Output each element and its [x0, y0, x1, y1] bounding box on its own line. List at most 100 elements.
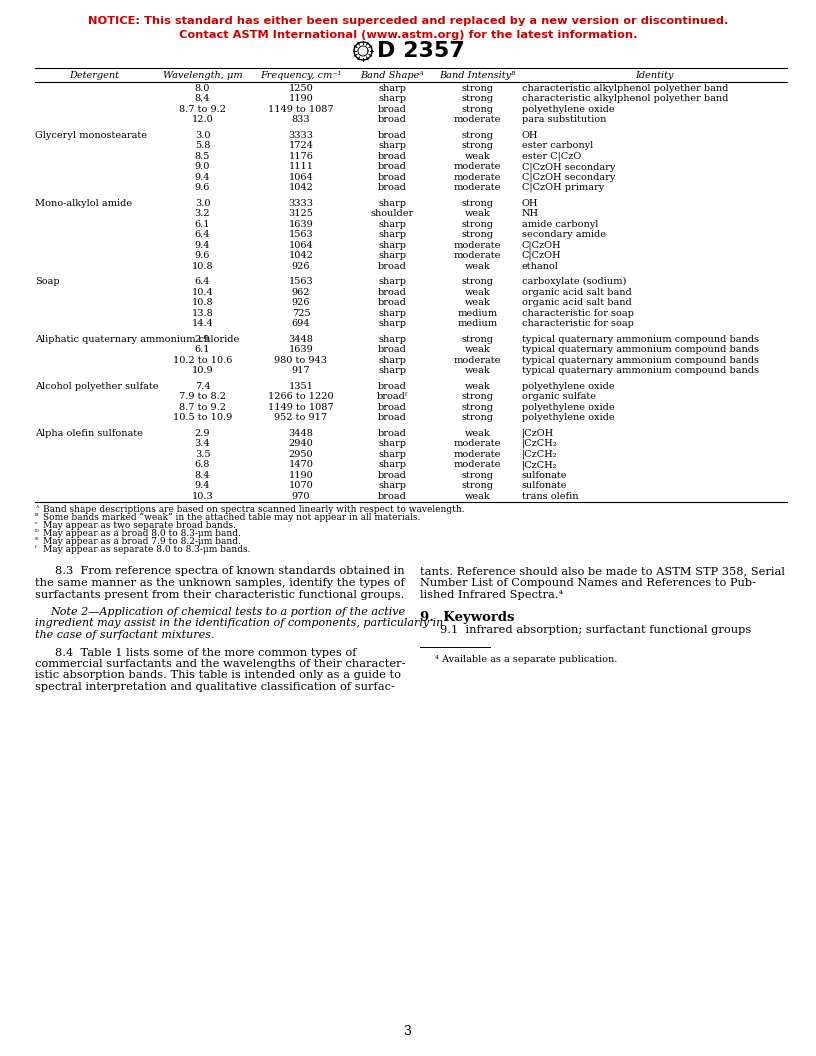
Text: Band shape descriptions are based on spectra scanned linearly with respect to wa: Band shape descriptions are based on spe…: [43, 505, 464, 513]
Text: broad: broad: [378, 471, 407, 479]
Text: strong: strong: [462, 471, 494, 479]
Text: moderate: moderate: [454, 115, 501, 125]
Text: ᴰ: ᴰ: [35, 528, 39, 536]
Text: strong: strong: [462, 131, 494, 139]
Text: 6.1: 6.1: [195, 345, 211, 354]
Text: characteristic alkylphenol polyether band: characteristic alkylphenol polyether ban…: [522, 83, 729, 93]
Text: 8.3  From reference spectra of known standards obtained in: 8.3 From reference spectra of known stan…: [55, 566, 405, 577]
Text: moderate: moderate: [454, 241, 501, 250]
Text: 3448: 3448: [289, 335, 313, 344]
Text: sharp: sharp: [379, 308, 406, 318]
Text: 1042: 1042: [289, 184, 313, 192]
Text: 12.0: 12.0: [192, 115, 213, 125]
Text: 14.4: 14.4: [192, 319, 214, 328]
Text: 3125: 3125: [289, 209, 313, 219]
Text: typical quaternary ammonium compound bands: typical quaternary ammonium compound ban…: [522, 345, 759, 354]
Text: 9.4: 9.4: [195, 173, 211, 182]
Text: 9.4: 9.4: [195, 241, 211, 250]
Text: C|CzOH: C|CzOH: [522, 251, 561, 261]
Text: medium: medium: [458, 319, 498, 328]
Text: typical quaternary ammonium compound bands: typical quaternary ammonium compound ban…: [522, 356, 759, 364]
Text: organic acid salt band: organic acid salt band: [522, 287, 632, 297]
Text: Identity: Identity: [635, 71, 674, 80]
Text: strong: strong: [462, 230, 494, 240]
Text: 1149 to 1087: 1149 to 1087: [268, 402, 334, 412]
Text: sharp: sharp: [379, 142, 406, 150]
Text: ester C|CzO: ester C|CzO: [522, 151, 581, 161]
Text: polyethylene oxide: polyethylene oxide: [522, 382, 614, 391]
Text: 6.8: 6.8: [195, 460, 211, 469]
Text: 2.9: 2.9: [195, 335, 211, 344]
Text: |CzCH₂: |CzCH₂: [522, 460, 557, 470]
Text: broad: broad: [378, 298, 407, 307]
Text: ᶜ: ᶜ: [35, 521, 38, 528]
Text: 3333: 3333: [289, 131, 313, 139]
Text: strong: strong: [462, 335, 494, 344]
Text: C|CzOH: C|CzOH: [522, 241, 561, 250]
Text: 1639: 1639: [289, 345, 313, 354]
Text: May appear as a broad 8.0 to 8.3-μm band.: May appear as a broad 8.0 to 8.3-μm band…: [43, 528, 241, 538]
Text: Detergent: Detergent: [69, 71, 119, 80]
Text: strong: strong: [462, 402, 494, 412]
Text: C|CzOH secondary: C|CzOH secondary: [522, 162, 615, 171]
Text: 1351: 1351: [289, 382, 313, 391]
Text: organic sulfate: organic sulfate: [522, 392, 596, 401]
Text: 1250: 1250: [289, 83, 313, 93]
Text: broad: broad: [378, 345, 407, 354]
Text: 2950: 2950: [289, 450, 313, 458]
Text: 1563: 1563: [289, 230, 313, 240]
Text: characteristic alkylphenol polyether band: characteristic alkylphenol polyether ban…: [522, 94, 729, 103]
Text: strong: strong: [462, 83, 494, 93]
Text: 970: 970: [292, 492, 310, 501]
Text: 8.7 to 9.2: 8.7 to 9.2: [179, 402, 226, 412]
Text: Glyceryl monostearate: Glyceryl monostearate: [35, 131, 147, 139]
Text: sharp: sharp: [379, 366, 406, 375]
Text: broad: broad: [378, 173, 407, 182]
Text: 6.1: 6.1: [195, 220, 211, 229]
Text: 1724: 1724: [289, 142, 313, 150]
Text: sharp: sharp: [379, 278, 406, 286]
Text: 8.4: 8.4: [195, 471, 211, 479]
Text: |CzCH₂: |CzCH₂: [522, 439, 557, 449]
Text: 8.0: 8.0: [195, 83, 211, 93]
Text: 833: 833: [291, 115, 310, 125]
Text: 7.9 to 8.2: 7.9 to 8.2: [179, 392, 226, 401]
Text: 10.9: 10.9: [192, 366, 213, 375]
Text: NH: NH: [522, 209, 539, 219]
Text: 962: 962: [292, 287, 310, 297]
Text: strong: strong: [462, 220, 494, 229]
Text: Wavelength, μm: Wavelength, μm: [162, 71, 242, 80]
Text: moderate: moderate: [454, 450, 501, 458]
Text: 1070: 1070: [289, 482, 313, 490]
Text: 952 to 917: 952 to 917: [274, 413, 327, 422]
Text: 926: 926: [292, 298, 310, 307]
Text: sharp: sharp: [379, 220, 406, 229]
Text: ᴮ: ᴮ: [35, 512, 38, 521]
Text: broad: broad: [378, 413, 407, 422]
Text: Some bands marked “weak” in the attached table may not appear in all materials.: Some bands marked “weak” in the attached…: [43, 512, 420, 522]
Text: weak: weak: [464, 287, 490, 297]
Text: spectral interpretation and qualitative classification of surfac-: spectral interpretation and qualitative …: [35, 682, 395, 692]
Text: strong: strong: [462, 482, 494, 490]
Text: weak: weak: [464, 492, 490, 501]
Text: istic absorption bands. This table is intended only as a guide to: istic absorption bands. This table is in…: [35, 671, 401, 680]
Text: 3: 3: [404, 1025, 412, 1038]
Text: ᴬ: ᴬ: [35, 505, 38, 512]
Text: sharp: sharp: [379, 83, 406, 93]
Text: broad: broad: [378, 131, 407, 139]
Text: 694: 694: [292, 319, 310, 328]
Text: Note 2—Application of chemical tests to a portion of the active: Note 2—Application of chemical tests to …: [50, 607, 405, 617]
Text: C|CzOH primary: C|CzOH primary: [522, 183, 605, 192]
Text: moderate: moderate: [454, 356, 501, 364]
Text: 3.0: 3.0: [195, 199, 211, 208]
Text: 10.4: 10.4: [192, 287, 213, 297]
Text: moderate: moderate: [454, 251, 501, 260]
Text: sharp: sharp: [379, 335, 406, 344]
Text: 3.4: 3.4: [195, 439, 211, 448]
Text: medium: medium: [458, 308, 498, 318]
Text: weak: weak: [464, 382, 490, 391]
Text: weak: weak: [464, 298, 490, 307]
Text: Contact ASTM International (www.astm.org) for the latest information.: Contact ASTM International (www.astm.org…: [179, 30, 637, 40]
Text: 1563: 1563: [289, 278, 313, 286]
Text: ester carbonyl: ester carbonyl: [522, 142, 593, 150]
